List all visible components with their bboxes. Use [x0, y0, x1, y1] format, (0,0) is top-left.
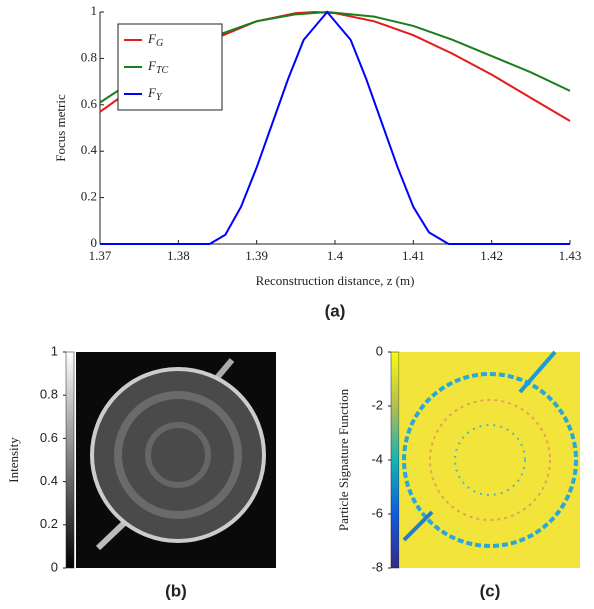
- x-tick-label: 1.38: [167, 248, 190, 263]
- colorbar-tick-label: 0.6: [40, 430, 58, 445]
- x-tick-label: 1.4: [327, 248, 344, 263]
- colorbar-tick-label: -4: [371, 451, 383, 466]
- colorbar-tick-label: -8: [371, 559, 383, 574]
- line-series: [100, 10, 570, 245]
- colorbar-tick-label: -2: [371, 397, 383, 412]
- colorbar: [390, 351, 400, 569]
- image-b: [76, 352, 276, 568]
- x-tick-label: 1.43: [559, 248, 582, 263]
- x-axis-label: Reconstruction distance, z (m): [256, 273, 415, 288]
- legend-label: FTC: [147, 58, 169, 76]
- caption: (a): [325, 301, 346, 320]
- colorbar-tick-label: 0: [376, 343, 383, 358]
- caption: (b): [165, 581, 187, 600]
- legend-label: FY: [147, 85, 163, 103]
- x-tick-label: 1.42: [480, 248, 503, 263]
- colorbar-tick-label: 0.2: [40, 516, 58, 531]
- y-tick-label: 0: [91, 235, 98, 250]
- x-tick-label: 1.39: [245, 248, 268, 263]
- colorbar-tick-label: 0: [51, 559, 58, 574]
- colorbar-tick-label: 0.4: [40, 473, 58, 488]
- y-tick-label: 0.8: [81, 49, 97, 64]
- colorbar-label: Particle Signature Function: [336, 388, 351, 531]
- colorbar-label: Intensity: [6, 437, 21, 483]
- legend-label: FG: [147, 31, 163, 49]
- caption: (c): [480, 581, 501, 600]
- colorbar-tick-label: 1: [51, 343, 58, 358]
- x-tick-label: 1.41: [402, 248, 425, 263]
- image-c: [400, 350, 580, 568]
- y-tick-label: 0.4: [81, 142, 98, 157]
- y-axis-label: Focus metric: [53, 94, 68, 162]
- colorbar: [65, 351, 75, 569]
- y-tick-label: 0.6: [81, 96, 98, 111]
- colorbar-tick-label: 0.8: [40, 387, 58, 402]
- x-tick-label: 1.37: [89, 248, 112, 263]
- colorbar-tick-label: -6: [371, 505, 383, 520]
- y-tick-label: 0.2: [81, 189, 97, 204]
- y-tick-label: 1: [91, 3, 98, 18]
